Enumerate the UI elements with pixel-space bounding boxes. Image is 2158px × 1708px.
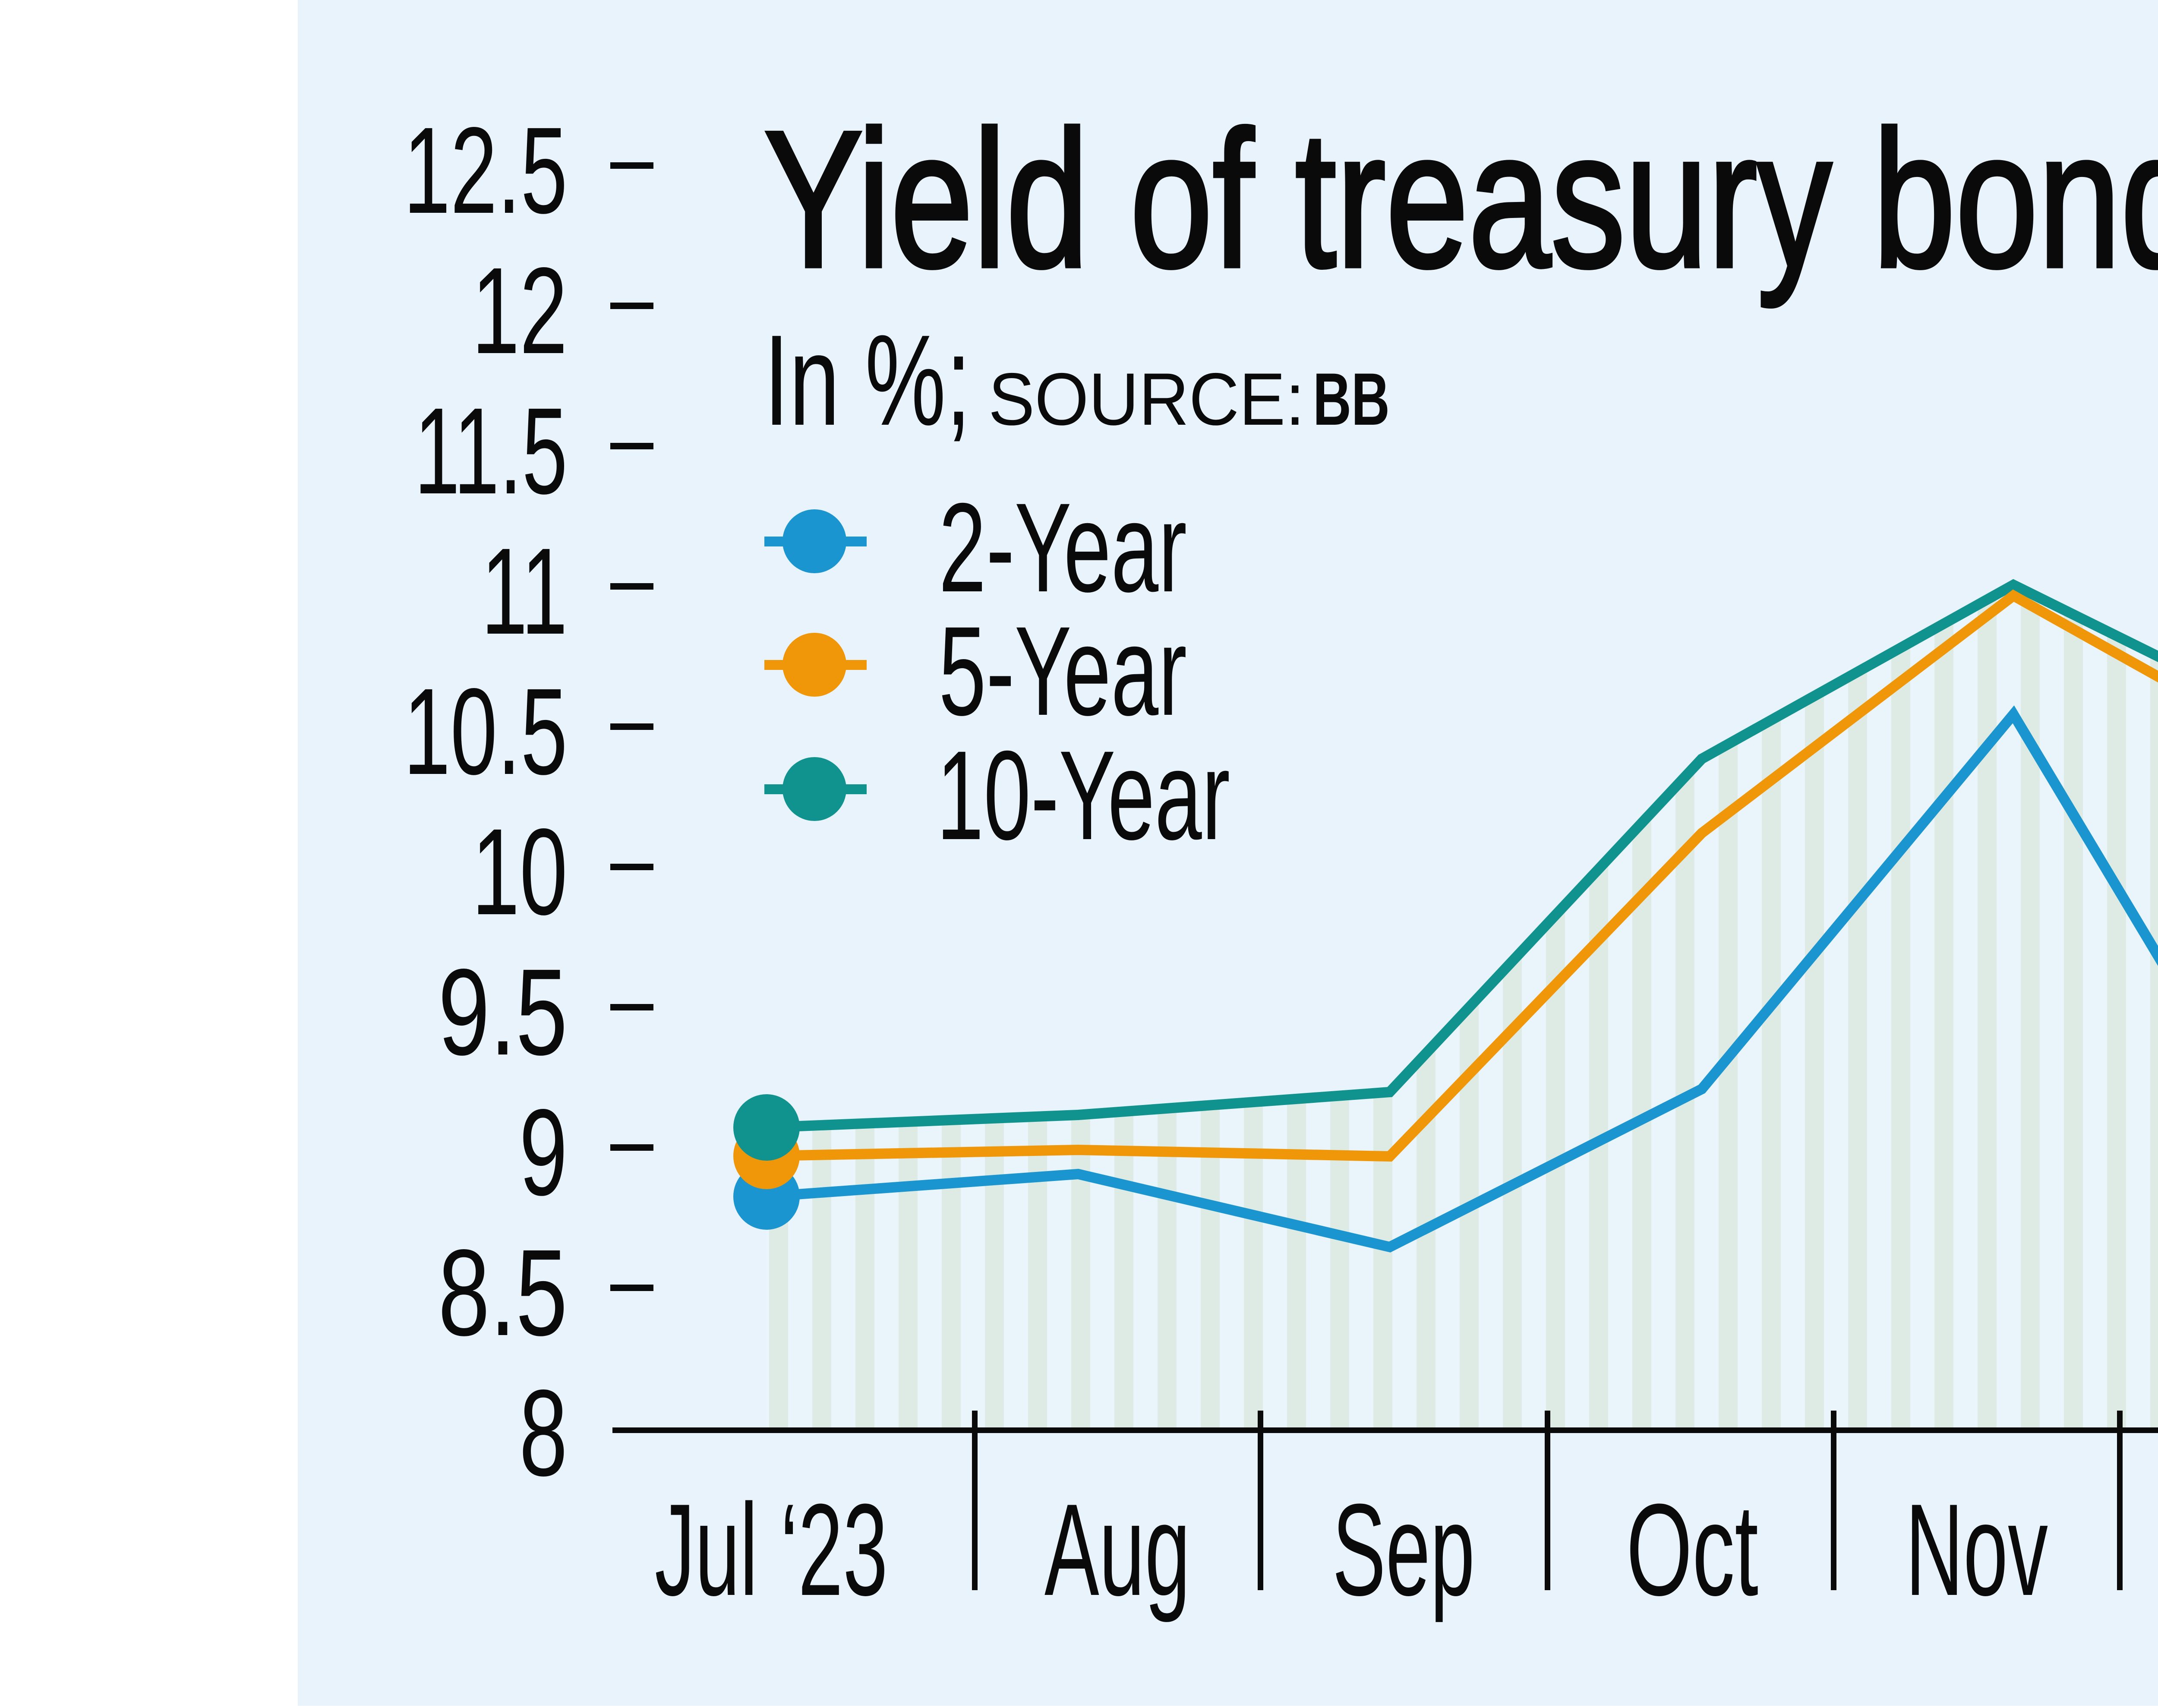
svg-text:In %;: In %; [764,308,971,452]
svg-text:BB: BB [1313,358,1390,441]
svg-text:8: 8 [519,1364,568,1502]
svg-text:8.5: 8.5 [438,1224,568,1361]
svg-text:10-Year: 10-Year [937,725,1230,866]
svg-text:SOURCE:: SOURCE: [988,358,1305,441]
svg-text:5-Year: 5-Year [939,600,1187,742]
svg-text:Nov: Nov [1906,1477,2048,1623]
svg-text:9: 9 [519,1084,568,1221]
svg-text:Yield of treasury bond: Yield of treasury bond [764,91,2158,309]
svg-text:12.5: 12.5 [404,102,568,239]
svg-text:Oct: Oct [1626,1477,1759,1623]
svg-text:10.5: 10.5 [404,663,568,800]
svg-text:Jul ‘23: Jul ‘23 [655,1477,888,1623]
svg-text:12: 12 [472,242,568,379]
svg-text:9.5: 9.5 [438,944,568,1081]
svg-text:Aug: Aug [1044,1477,1190,1623]
svg-text:Sep: Sep [1332,1477,1475,1623]
svg-text:11: 11 [481,523,568,660]
svg-text:10: 10 [472,803,568,941]
svg-text:11.5: 11.5 [414,382,568,520]
svg-text:2-Year: 2-Year [939,477,1187,619]
